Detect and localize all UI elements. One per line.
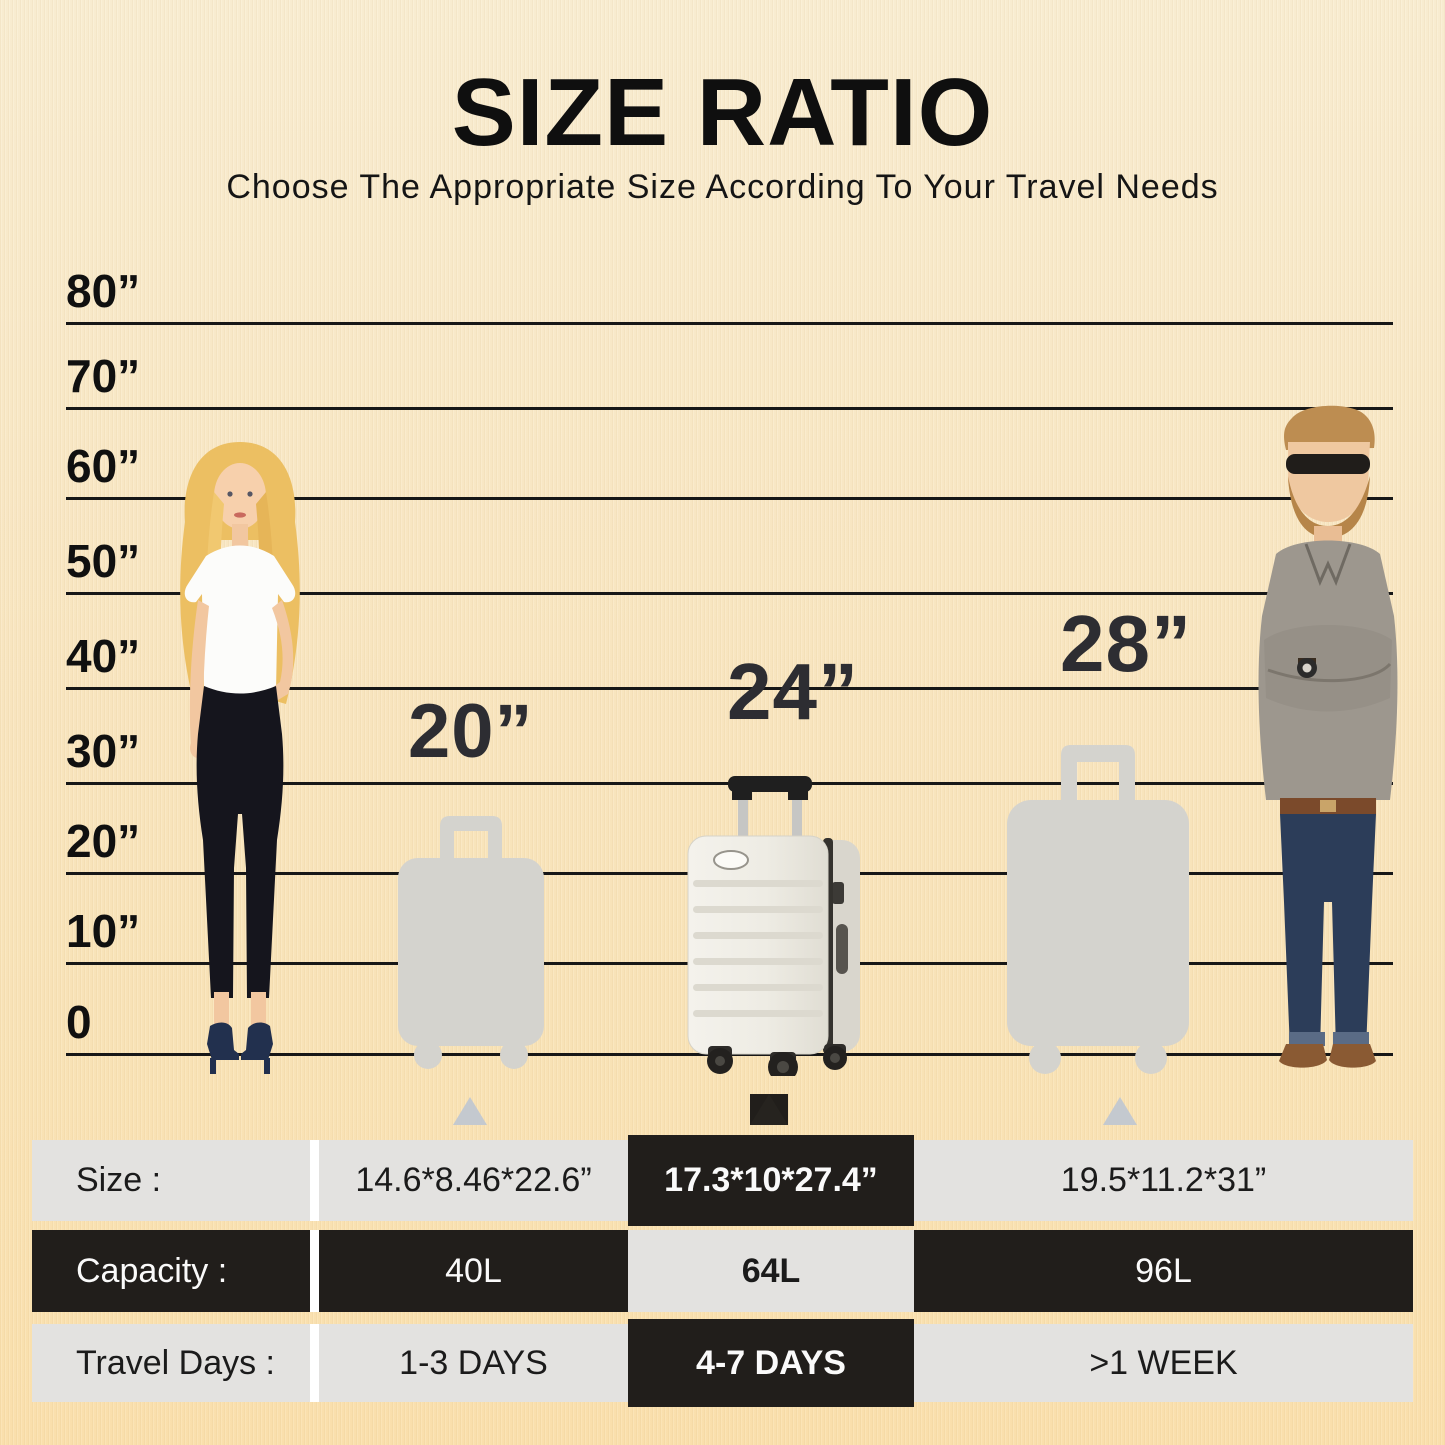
scale-line [66, 497, 1393, 500]
size-value-20in: 14.6*8.46*22.6” [319, 1140, 628, 1221]
suitcase-20in-shape [398, 816, 544, 1069]
scale-line [66, 322, 1393, 325]
scale-tick-label: 50” [66, 535, 141, 587]
suitcase-24in-product [686, 776, 862, 1082]
travel-days-value-20in: 1-3 DAYS [319, 1324, 628, 1402]
scale-tick-label: 0 [66, 996, 92, 1048]
row-header-travel-days: Travel Days : [32, 1324, 310, 1402]
page-subtitle: Choose The Appropriate Size According To… [226, 168, 1219, 206]
table-separator [310, 1324, 319, 1402]
table-separator [310, 1230, 319, 1312]
size-callout-24in: 24” [727, 647, 859, 736]
page-title: SIZE RATIO [451, 59, 994, 166]
man-figure [1222, 402, 1434, 1078]
up-triangle-selected-icon [750, 1094, 788, 1125]
table-row-size: Size : 14.6*8.46*22.6” 17.3*10*27.4” 19.… [32, 1135, 1413, 1226]
scale-tick-label: 40” [66, 630, 141, 682]
woman-figure [142, 438, 338, 1084]
capacity-value-20in: 40L [319, 1230, 628, 1312]
scale-line [66, 592, 1393, 595]
up-triangle-icon [1103, 1097, 1137, 1125]
suitcase-28in-silhouette [1005, 742, 1191, 1076]
up-triangle-icon [453, 1097, 487, 1125]
brand-badge [713, 850, 749, 870]
scale-tick-label: 20” [66, 815, 141, 867]
woman-illustration [180, 442, 300, 1074]
capacity-value-28in: 96L [914, 1230, 1413, 1312]
table-row-travel-days: Travel Days : 1-3 DAYS 4-7 DAYS >1 WEEK [32, 1319, 1413, 1407]
scale-tick-label: 70” [66, 350, 141, 402]
suitcase-28in-shape [1007, 745, 1189, 1074]
trolley-tube [738, 788, 748, 848]
row-header-size: Size : [32, 1140, 310, 1221]
scale-tick-label: 80” [66, 265, 141, 317]
size-value-24in: 17.3*10*27.4” [628, 1135, 914, 1226]
capacity-value-24in: 64L [628, 1230, 914, 1312]
size-callout-20in: 20” [408, 689, 534, 774]
scale-tick-label: 60” [66, 440, 141, 492]
size-callout-28in: 28” [1060, 599, 1192, 688]
trolley-tube [792, 788, 802, 848]
suitcase-24in-image [687, 776, 860, 1082]
tsa-lock [832, 882, 844, 904]
scale-tick-label: 30” [66, 725, 141, 777]
table-row-capacity: Capacity : 40L 64L 96L [32, 1230, 1413, 1312]
man-illustration [1258, 405, 1398, 1068]
suitcase-20in-silhouette [396, 814, 546, 1070]
suitcase-front-shell [687, 835, 829, 1055]
travel-days-value-28in: >1 WEEK [914, 1324, 1413, 1402]
side-handle [836, 924, 848, 974]
row-header-capacity: Capacity : [32, 1230, 310, 1312]
scale-line [66, 407, 1393, 410]
scale-tick-label: 10” [66, 905, 141, 957]
travel-days-value-24in: 4-7 DAYS [628, 1319, 914, 1407]
scale-line [66, 687, 1393, 690]
table-separator [310, 1140, 319, 1221]
size-value-28in: 19.5*11.2*31” [914, 1140, 1413, 1221]
